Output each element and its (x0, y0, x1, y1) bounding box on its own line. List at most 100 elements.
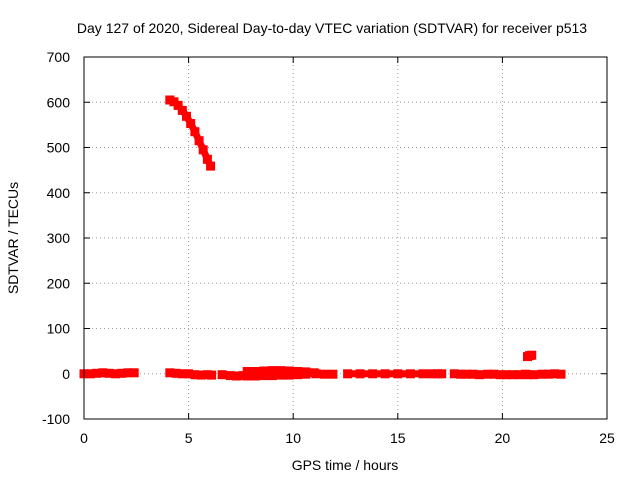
data-point (173, 100, 183, 110)
y-tick-label: 500 (47, 140, 71, 156)
data-point (232, 371, 242, 381)
series-near-zero-segment-9 (449, 369, 484, 380)
data-point (514, 370, 524, 380)
y-tick-label: 400 (47, 185, 71, 201)
y-tick-labels: -100 0 100 200 300 400 500 600 700 (42, 49, 70, 427)
data-point (437, 369, 447, 379)
data-point (190, 370, 200, 380)
data-point (117, 368, 127, 378)
data-point (85, 369, 95, 379)
data-point (196, 370, 206, 380)
data-point (449, 369, 459, 379)
data-point (556, 369, 566, 379)
y-tick-label: -100 (42, 411, 70, 427)
data-point (426, 369, 436, 379)
data-series (79, 95, 566, 381)
series-near-zero-segment-11 (523, 370, 539, 380)
data-point (489, 369, 499, 379)
series-near-zero-segment-6 (311, 369, 338, 379)
data-point (184, 369, 194, 379)
data-point (242, 371, 252, 381)
data-point (292, 370, 302, 380)
data-point (123, 368, 133, 378)
data-point (182, 111, 191, 121)
y-tick-label: 100 (47, 321, 71, 337)
data-point (206, 161, 216, 171)
data-point (502, 370, 512, 380)
data-point (468, 369, 478, 379)
data-point (186, 119, 196, 128)
data-point (217, 370, 227, 380)
y-axis-label: SDTVAR / TECUs (5, 182, 21, 294)
data-point (110, 369, 120, 379)
x-tick-labels: 0 5 10 15 20 25 (80, 430, 615, 446)
data-point (267, 366, 277, 376)
x-tick-label: 25 (599, 430, 615, 446)
data-point (543, 369, 553, 379)
x-tick-label: 0 (80, 430, 88, 446)
data-point (474, 370, 484, 380)
data-point (527, 350, 537, 360)
y-tick-label: 600 (47, 94, 71, 110)
data-point (259, 366, 269, 376)
plot-frame (83, 56, 608, 420)
data-point (523, 370, 532, 380)
series-near-zero-segment-8 (433, 369, 447, 379)
series-near-zero-segment-10 (483, 369, 530, 380)
data-point (301, 369, 311, 379)
data-point (483, 369, 493, 379)
data-point (202, 154, 212, 164)
data-point (320, 369, 330, 379)
data-point (194, 136, 204, 146)
data-point (165, 368, 175, 378)
data-point (129, 368, 139, 378)
data-point (462, 369, 472, 379)
data-point (259, 371, 269, 381)
data-point (343, 369, 353, 379)
data-point (355, 369, 365, 379)
data-point (311, 369, 321, 379)
data-point (495, 370, 505, 380)
x-tick-label: 5 (185, 430, 193, 446)
series-near-zero-segment-1 (79, 368, 139, 379)
y-tick-label: 0 (62, 366, 70, 382)
data-point (225, 371, 235, 381)
series-near-zero-segment-5 (242, 369, 311, 381)
y-tick-label: 200 (47, 275, 71, 291)
series-small-spike (523, 350, 537, 362)
data-point (98, 368, 108, 378)
data-point (405, 369, 415, 379)
chart-title: Day 127 of 2020, Sidereal Day-to-day VTE… (77, 20, 587, 36)
data-point (393, 369, 403, 379)
data-point (380, 369, 390, 379)
data-point (190, 127, 200, 137)
data-point (456, 369, 466, 379)
series-decreasing-arc (165, 95, 216, 171)
data-point (177, 105, 187, 115)
data-point (418, 369, 428, 379)
series-near-zero-segment-12 (537, 369, 566, 379)
x-tick-label: 10 (285, 430, 301, 446)
data-point (207, 370, 217, 380)
series-near-zero-segment-7 (343, 369, 436, 379)
series-near-zero-segment-2 (165, 368, 217, 380)
data-point (92, 368, 102, 378)
data-point (537, 369, 547, 379)
data-point (104, 368, 114, 378)
data-point (328, 369, 338, 379)
x-tick-label: 15 (390, 430, 406, 446)
data-point (267, 371, 277, 381)
data-point (276, 370, 286, 380)
y-tick-label: 300 (47, 230, 71, 246)
y-tick-label: 700 (47, 49, 71, 65)
x-axis-label: GPS time / hours (292, 457, 399, 473)
data-point (198, 145, 208, 155)
data-point (171, 368, 181, 378)
data-point (508, 370, 518, 380)
data-point (550, 369, 560, 379)
data-point (177, 369, 187, 379)
data-point (529, 370, 539, 380)
x-tick-label: 20 (495, 430, 511, 446)
